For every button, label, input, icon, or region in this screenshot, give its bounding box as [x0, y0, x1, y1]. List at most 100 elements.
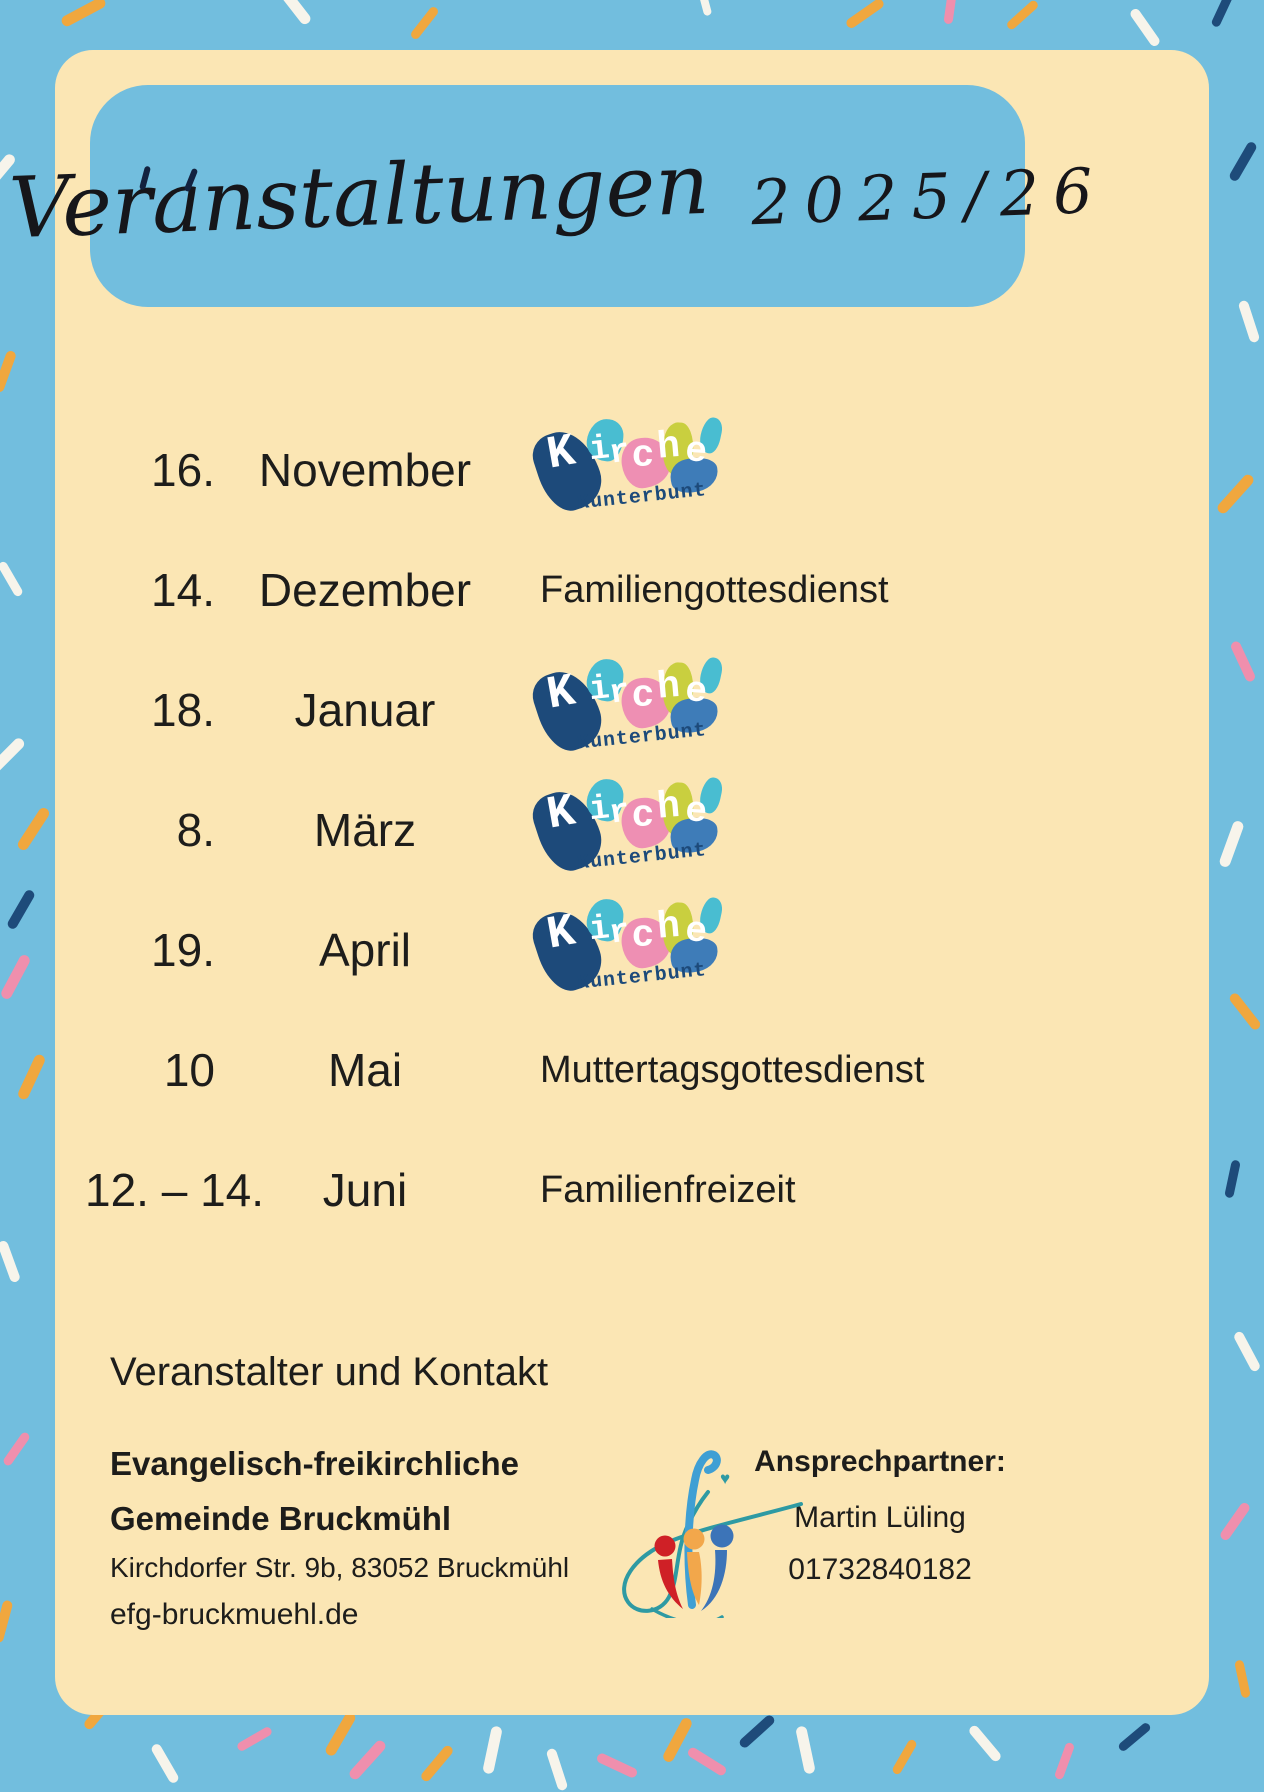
logo-letter: c — [630, 794, 656, 839]
contact-person-phone: 01732840182 — [788, 1553, 972, 1586]
logo-letter: h — [655, 904, 682, 950]
confetti-sprinkle — [1210, 0, 1235, 29]
confetti-sprinkle — [1234, 1659, 1251, 1699]
schedule-row: 16. November K i r c h e Kunterbunt — [85, 410, 1155, 530]
kirche-kunterbunt-logo: K i r c h e Kunterbunt — [527, 655, 731, 764]
logo-letter: e — [684, 910, 709, 953]
confetti-sprinkle — [323, 1710, 358, 1758]
confetti-sprinkle — [1237, 299, 1261, 344]
confetti-sprinkle — [1227, 991, 1263, 1032]
confetti-sprinkle — [661, 1716, 694, 1764]
event-detail: Familienfreizeit — [540, 1168, 796, 1211]
contact-person-label: Ansprechpartner: — [754, 1445, 1006, 1478]
event-date: 10 — [163, 1044, 215, 1096]
logo-letter: e — [684, 430, 709, 473]
event-date: 19. — [151, 924, 215, 976]
event-month: Juni — [322, 1164, 408, 1216]
schedule-row: 18. Januar K i r c h e Kunterbunt — [85, 650, 1155, 770]
logo-letter: e — [684, 670, 709, 713]
confetti-sprinkle — [545, 1747, 569, 1792]
header-box: Veranstaltungen 2025/26 — [7, 85, 1108, 307]
kirche-kunterbunt-logo: K i r c h e Kunterbunt — [527, 775, 731, 884]
logo-letter: h — [655, 424, 682, 470]
confetti-sprinkle — [1128, 7, 1162, 48]
event-month: Mai — [327, 1044, 403, 1096]
schedule-row: 12. – 14. Juni Familienfreizeit — [85, 1130, 1155, 1250]
event-detail: K i r c h e Kunterbunt — [527, 410, 731, 530]
confetti-sprinkle — [274, 0, 313, 27]
logo-letter: c — [630, 914, 656, 959]
confetti-sprinkle — [235, 1725, 274, 1753]
confetti-sprinkle — [1224, 1159, 1241, 1199]
confetti-sprinkle — [1227, 140, 1259, 183]
confetti-sprinkle — [16, 1052, 47, 1102]
confetti-sprinkle — [1229, 639, 1257, 684]
schedule-row: 8. März K i r c h e Kunterbunt — [85, 770, 1155, 890]
logo-letter: h — [655, 784, 682, 830]
logo-letter: r — [606, 913, 633, 954]
schedule-row: 10 Mai Muttertagsgottesdienst — [85, 1010, 1155, 1130]
event-detail: K i r c h e Kunterbunt — [527, 650, 731, 770]
event-detail: Familiengottesdienst — [540, 568, 889, 611]
confetti-sprinkle — [695, 0, 713, 17]
confetti-sprinkle — [0, 1239, 22, 1284]
event-date: 8. — [176, 804, 215, 856]
logo-letter: r — [606, 673, 633, 714]
confetti-sprinkle — [482, 1725, 503, 1775]
heart-icon: ♥ — [720, 1469, 730, 1488]
confetti-sprinkle — [1117, 1721, 1152, 1753]
confetti-sprinkle — [1232, 1330, 1262, 1373]
confetti-sprinkle — [0, 953, 32, 1001]
event-month: Dezember — [258, 564, 472, 616]
event-detail: K i r c h e Kunterbunt — [527, 770, 731, 890]
schedule-row: 14. Dezember Familiengottesdienst — [85, 530, 1155, 650]
confetti-sprinkle — [1218, 819, 1245, 869]
confetti-sprinkle — [891, 1738, 918, 1776]
contact-person-name: Martin Lüling — [794, 1501, 966, 1534]
logo-letter: c — [630, 674, 656, 719]
efg-logo: ♥ — [622, 1450, 803, 1618]
logo-letter: h — [655, 664, 682, 710]
organization-name-line2: Gemeinde Bruckmühl — [110, 1500, 452, 1537]
contact-heading: Veranstalter und Kontakt — [110, 1350, 549, 1394]
logo-letter: r — [606, 793, 633, 834]
confetti-sprinkle — [943, 0, 958, 25]
confetti-sprinkle — [1218, 1501, 1252, 1542]
schedule-row: 19. April K i r c h e Kunterbunt — [85, 890, 1155, 1010]
poster-panel: Veranstaltungen 2025/26 16. November K i … — [7, 50, 1209, 1715]
confetti-sprinkle — [1, 1430, 32, 1468]
event-date: 14. — [151, 564, 215, 616]
logo-letter: r — [606, 433, 633, 474]
logo-letter: e — [684, 790, 709, 833]
logo-letter: c — [630, 434, 656, 479]
event-date: 16. — [151, 444, 215, 496]
event-month: April — [318, 924, 412, 976]
organization-website: efg-bruckmuehl.de — [110, 1598, 359, 1631]
event-detail: Muttertagsgottesdienst — [540, 1048, 925, 1091]
kirche-kunterbunt-logo: K i r c h e Kunterbunt — [527, 415, 731, 524]
confetti-sprinkle — [5, 888, 37, 931]
kirche-kunterbunt-logo: K i r c h e Kunterbunt — [527, 895, 731, 1004]
event-month: März — [313, 804, 417, 856]
confetti-sprinkle — [0, 560, 24, 598]
confetti-sprinkle — [59, 0, 108, 29]
event-date: 12. – 14. — [85, 1164, 265, 1216]
event-detail: K i r c h e Kunterbunt — [527, 890, 731, 1010]
confetti-sprinkle — [595, 1751, 639, 1780]
organization-address: Kirchdorfer Str. 9b, 83052 Bruckmühl — [110, 1552, 570, 1583]
confetti-sprinkle — [0, 349, 18, 394]
poster-title-year: 2025/26 — [749, 153, 1108, 239]
confetti-sprinkle — [347, 1738, 388, 1782]
confetti-sprinkle — [1005, 0, 1040, 32]
confetti-sprinkle — [844, 0, 886, 30]
confetti-sprinkle — [737, 1713, 777, 1750]
confetti-sprinkle — [795, 1725, 816, 1775]
contact-person-block: Ansprechpartner: Martin Lüling 017328401… — [735, 1445, 1025, 1587]
event-date: 18. — [151, 684, 215, 736]
confetti-sprinkle — [419, 1743, 455, 1784]
confetti-sprinkle — [967, 1723, 1003, 1764]
organization-name-line1: Evangelisch-freikirchliche — [110, 1445, 520, 1482]
confetti-sprinkle — [15, 805, 52, 853]
confetti-sprinkle — [686, 1745, 728, 1778]
